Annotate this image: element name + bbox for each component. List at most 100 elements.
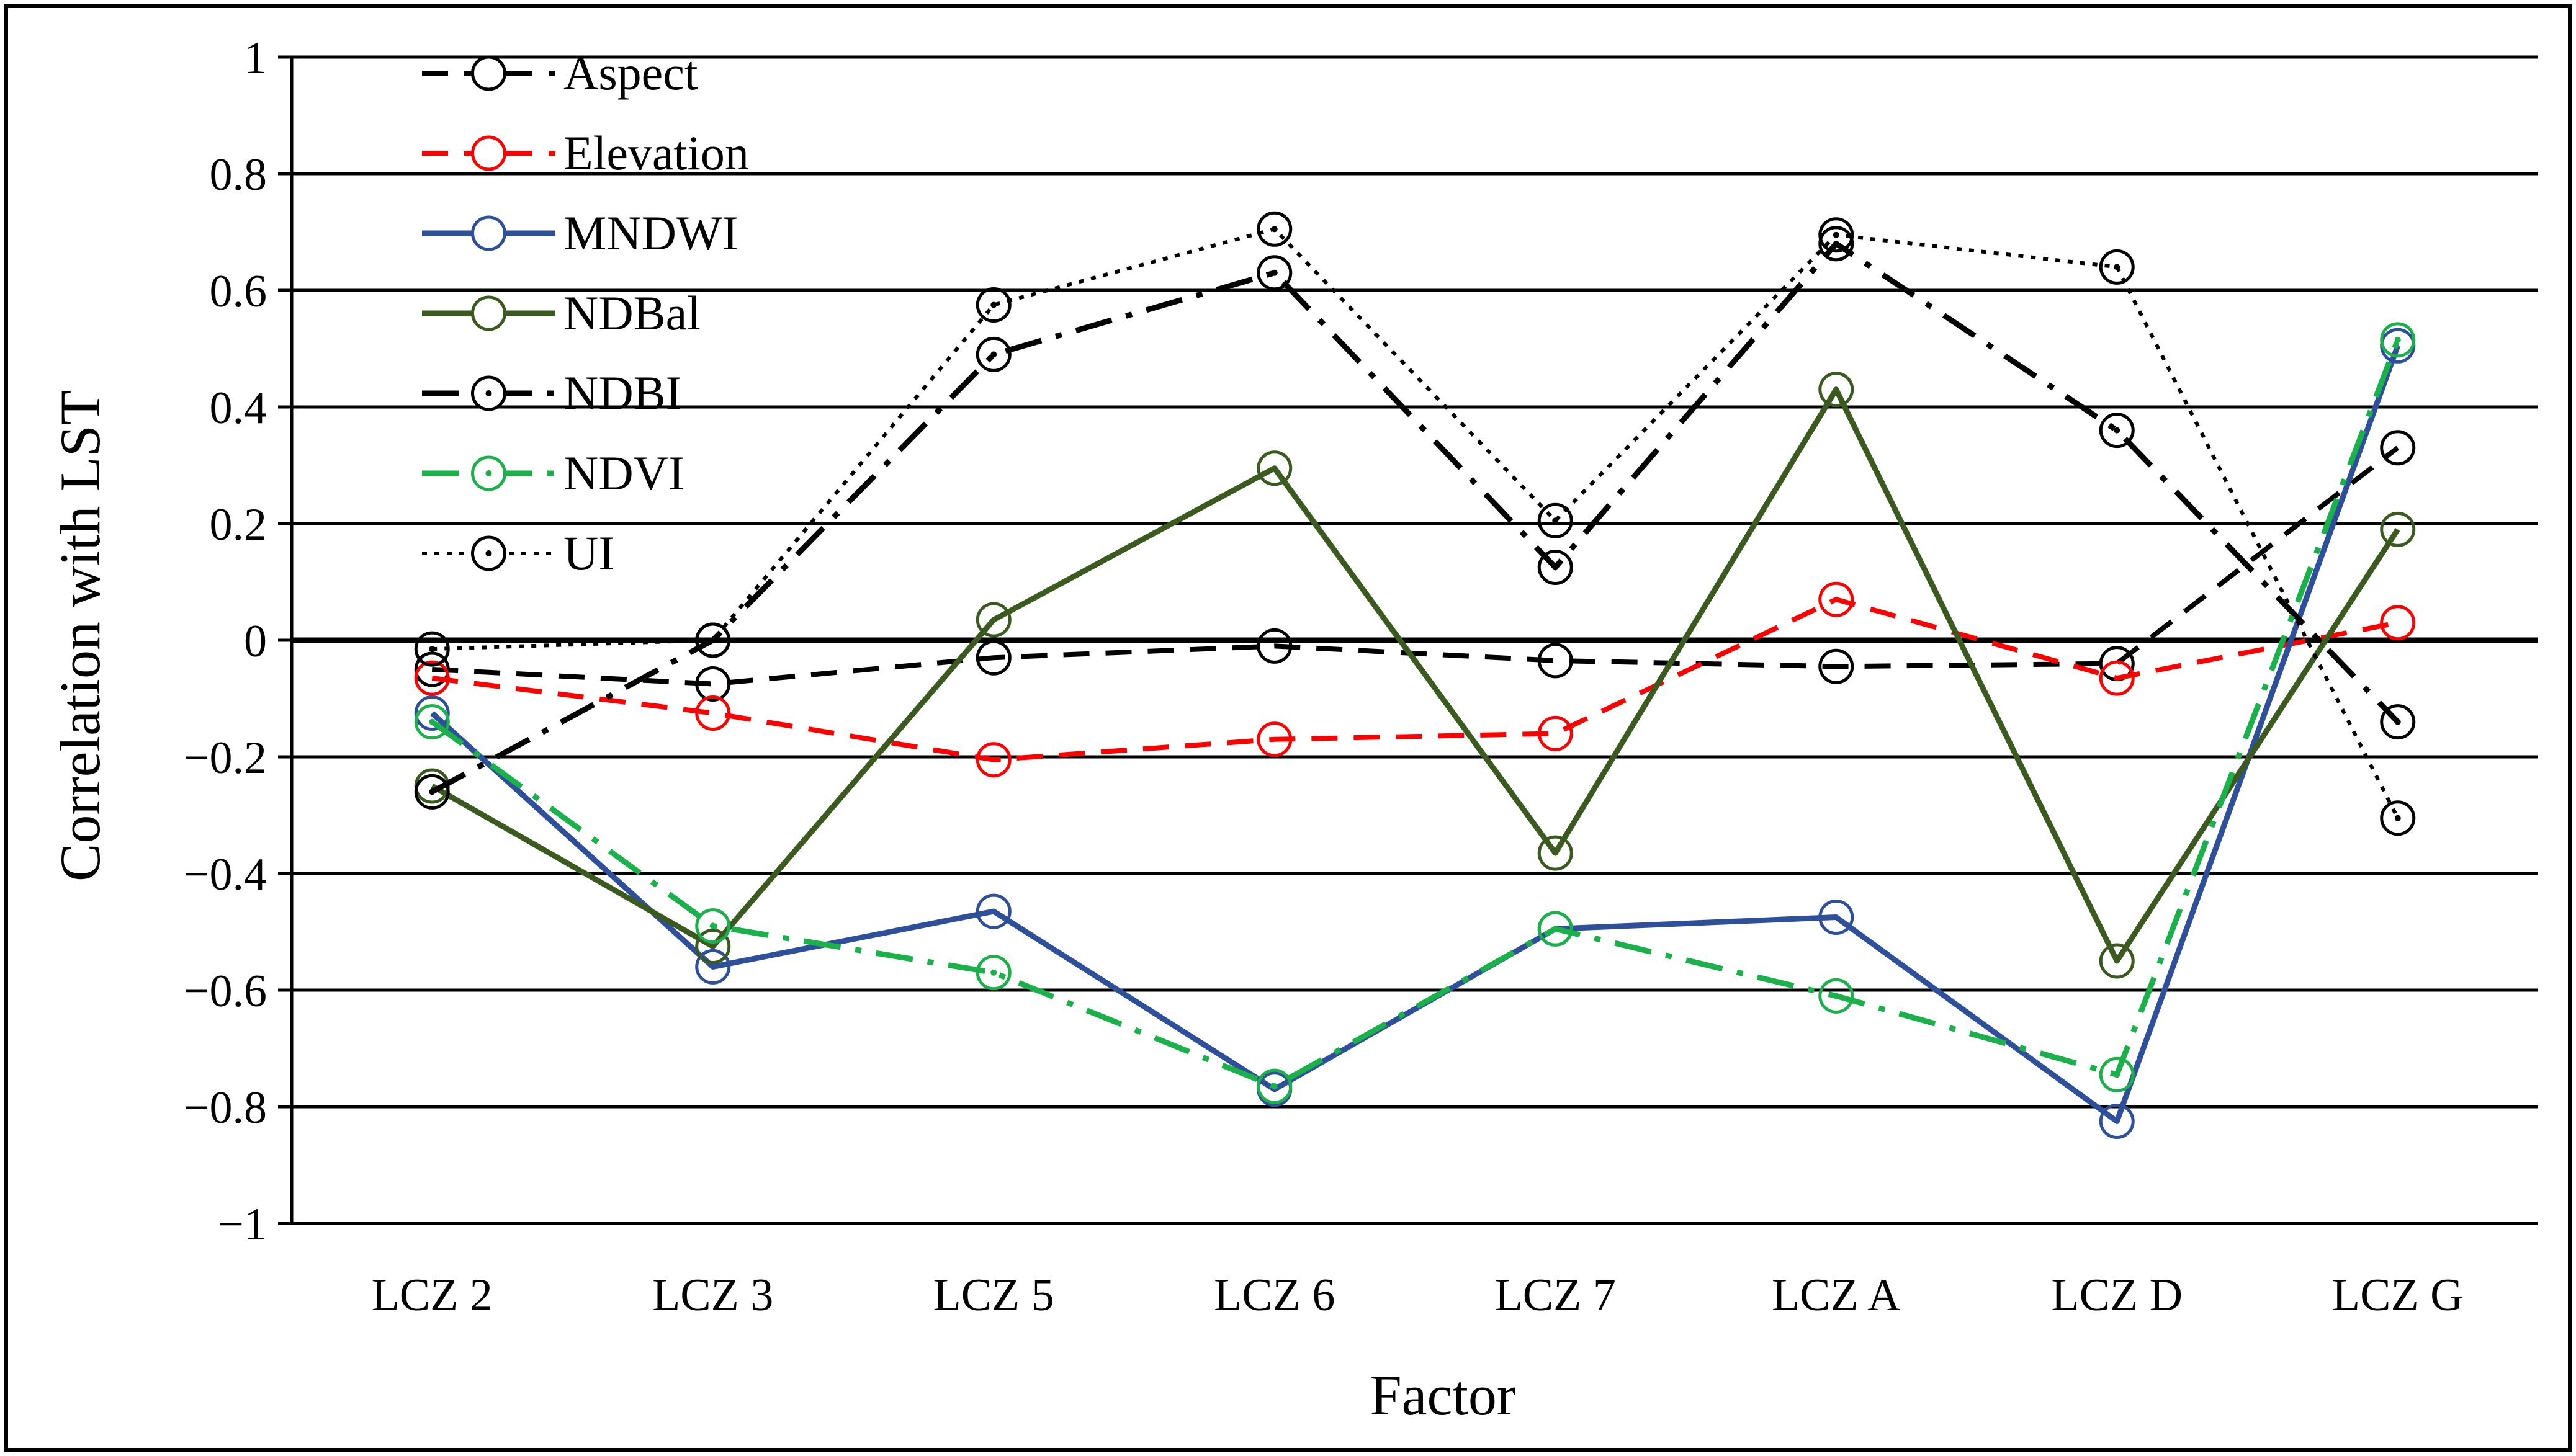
data-point-dot (1552, 517, 1559, 524)
data-point-dot (990, 301, 997, 308)
data-point (1818, 900, 1854, 935)
data-point-dot (429, 788, 436, 795)
data-point-dot (709, 637, 716, 643)
legend-marker (471, 135, 506, 171)
data-point (695, 929, 731, 964)
data-point-dot (429, 646, 436, 653)
data-point (1537, 502, 1573, 538)
legend-marker (471, 295, 506, 331)
data-point-dot (1271, 269, 1278, 276)
data-point (2380, 800, 2416, 836)
data-point-dot (1271, 226, 1278, 233)
data-point-dot (709, 922, 716, 929)
y-tick-label: −0.4 (184, 849, 267, 900)
data-point-dot (1552, 926, 1559, 932)
data-point (695, 622, 731, 658)
legend-item: MNDWI (422, 206, 738, 260)
data-point-dot (990, 351, 997, 358)
legend-marker-dot (485, 550, 492, 556)
series-line (432, 227, 2400, 820)
data-point (1537, 911, 1573, 947)
legend-item: Aspect (422, 46, 698, 100)
y-tick-label: −0.2 (184, 733, 267, 784)
data-point (414, 695, 450, 731)
x-tick-labels: LCZ 2 LCZ 3 LCZ 5 LCZ 6 LCZ 7 LCZ A LCZ D LCZ G (372, 1270, 2464, 1321)
series-elevation (414, 581, 2416, 778)
data-point (2380, 322, 2416, 358)
data-point (1818, 372, 1854, 408)
data-point (2380, 704, 2416, 740)
data-point-dot (2114, 427, 2120, 434)
series-line (432, 445, 2400, 687)
series-line (431, 597, 2399, 762)
data-point (1257, 721, 1293, 757)
data-point (414, 704, 450, 740)
data-point (695, 908, 731, 944)
data-point-dot (2394, 336, 2401, 343)
x-tick-label: LCZ G (2332, 1270, 2464, 1321)
data-point-dot (990, 969, 997, 976)
data-point-dot (2394, 815, 2401, 821)
data-point (2380, 511, 2416, 547)
data-point (1257, 211, 1293, 247)
data-point-dot (1833, 240, 1839, 247)
series-ndvi (414, 322, 2416, 1104)
data-point (1537, 715, 1573, 751)
data-point (976, 602, 1012, 638)
x-tick-label: LCZ 2 (372, 1270, 493, 1321)
y-tick-label: −0.8 (184, 1083, 267, 1133)
data-point (2380, 605, 2416, 641)
data-point (2380, 430, 2416, 466)
data-point-dot (1271, 1083, 1278, 1090)
legend-marker (471, 215, 506, 251)
data-point-dot (1552, 564, 1559, 571)
legend-item: NDBal (422, 286, 701, 340)
data-point (1537, 643, 1573, 679)
legend-item: NDBI (422, 366, 682, 420)
data-point (1818, 648, 1854, 684)
y-tick-label: 1 (244, 33, 267, 84)
y-axis-title: Correlation with LST (48, 390, 112, 882)
series-line (431, 241, 2400, 795)
data-point (2099, 943, 2135, 979)
x-tick-label: LCZ 7 (1495, 1270, 1616, 1321)
legend-label: NDBI (563, 366, 682, 420)
y-tick-label: −1 (218, 1199, 267, 1250)
data-point (976, 640, 1012, 676)
legend-item: Elevation (422, 126, 749, 180)
data-point (414, 631, 450, 667)
legend: Aspect Elevation MNDWI NDBal NDBI NDVI UI (422, 46, 749, 580)
y-tick-label: 0.6 (210, 266, 267, 317)
data-point (414, 651, 450, 687)
data-point (976, 336, 1012, 372)
series-line (431, 386, 2400, 964)
data-point (695, 949, 731, 985)
data-point (1537, 550, 1573, 585)
data-point-dot (2114, 1071, 2120, 1078)
data-point-dot (2114, 264, 2120, 270)
x-axis-title: Factor (1370, 1364, 1515, 1427)
data-point (1818, 217, 1854, 253)
legend-label: MNDWI (563, 206, 738, 260)
data-point (1257, 450, 1293, 486)
data-point (695, 695, 731, 731)
series-aspect (414, 430, 2416, 702)
data-point (976, 893, 1012, 929)
legend-label: NDVI (563, 446, 684, 500)
data-point (1818, 581, 1854, 617)
legend-item: NDVI (422, 446, 684, 500)
y-tick-label: −0.6 (184, 966, 267, 1017)
data-point (695, 666, 731, 702)
data-point (2099, 249, 2135, 285)
y-tick-label: 0.2 (210, 499, 267, 550)
data-point (1818, 226, 1854, 262)
data-point (976, 955, 1012, 991)
data-point-dot (1833, 231, 1839, 238)
legend-marker (471, 55, 506, 91)
data-point (2099, 1056, 2135, 1092)
series-lines (414, 211, 2416, 1139)
series-line (430, 344, 2400, 1124)
x-tick-label: LCZ A (1772, 1270, 1901, 1321)
legend-marker-dot (485, 470, 492, 476)
data-point (976, 742, 1012, 778)
